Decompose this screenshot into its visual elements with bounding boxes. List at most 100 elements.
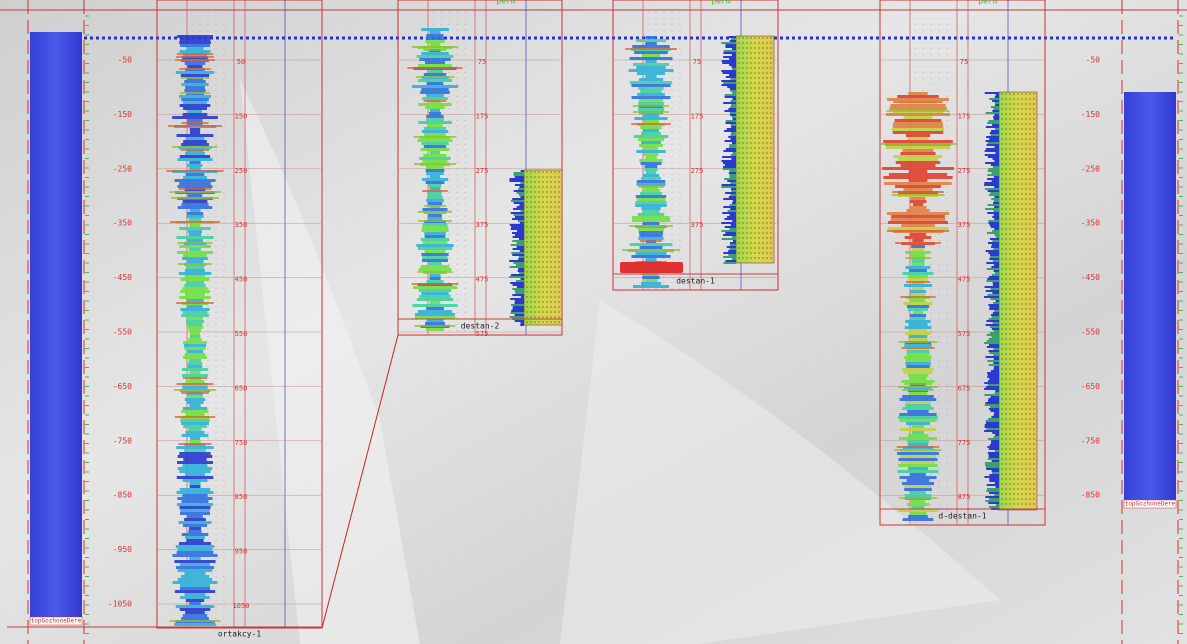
perm-bar (985, 466, 999, 468)
perm-bar (511, 304, 524, 306)
perm-bar (520, 278, 524, 280)
log-bar (426, 82, 444, 85)
perm-bar (729, 40, 736, 42)
perm-bar (988, 364, 999, 366)
log-bar (421, 229, 449, 232)
log-bar (183, 458, 207, 461)
log-bar (899, 419, 937, 422)
log-bar (187, 362, 203, 365)
perm-bar (994, 234, 999, 236)
log-bar (631, 255, 671, 258)
well-depth-label: 575 (958, 330, 971, 338)
perm-bar (728, 172, 736, 174)
log-bar (891, 215, 945, 218)
log-bar (645, 171, 657, 174)
log-bar (909, 512, 927, 515)
perm-bar (721, 230, 736, 232)
log-bar (645, 156, 657, 159)
perm-bar (729, 144, 736, 146)
perm-bar (729, 244, 736, 246)
perm-bar (514, 300, 524, 302)
log-bar (181, 314, 209, 317)
log-bar (180, 509, 210, 512)
perm-bar (990, 226, 999, 228)
log-bar (637, 93, 665, 96)
perm-bar (989, 308, 999, 310)
log-bar (905, 320, 931, 323)
perm-bar (514, 176, 524, 178)
well-depth-label: 75 (693, 58, 701, 66)
perm-bar (723, 234, 736, 236)
perm-bar (728, 254, 736, 256)
perm-bar (989, 238, 999, 240)
log-bar (182, 386, 208, 389)
log-bar (176, 461, 214, 464)
log-bar (412, 304, 458, 307)
log-bar (420, 91, 450, 94)
perm-bar (985, 208, 999, 210)
perm-bar (988, 220, 999, 222)
log-bar (182, 200, 208, 203)
perm-bar (994, 392, 999, 394)
perm-bar (986, 144, 999, 146)
perm-bar (984, 394, 999, 396)
perm-bar (510, 298, 524, 300)
log-bar (885, 113, 951, 116)
log-bar (176, 251, 214, 254)
log-bar (177, 206, 213, 209)
perm-bar (992, 166, 999, 168)
log-bar (189, 161, 201, 164)
perm-bar (994, 412, 999, 414)
perm-bar (989, 98, 999, 100)
log-bar (186, 266, 204, 269)
well-name: d-destan-1 (938, 512, 986, 521)
log-bar (628, 69, 674, 72)
log-bar (418, 121, 452, 124)
perm-bar (987, 418, 999, 420)
log-bar (187, 194, 203, 197)
log-bar (886, 212, 950, 215)
perm-bar (991, 130, 999, 132)
perm-bar (520, 322, 524, 324)
zone-fill (1124, 92, 1176, 500)
perm-bar (725, 192, 736, 194)
perm-bar (514, 290, 524, 292)
log-bar (185, 611, 205, 614)
log-bar (179, 470, 211, 473)
log-bar (185, 536, 205, 539)
log-bar (908, 335, 928, 338)
depth-label: -350 (113, 219, 132, 228)
log-bar (905, 401, 931, 404)
perm-bar (723, 206, 736, 208)
perm-bar (991, 172, 999, 174)
perm-bar (989, 492, 999, 494)
perm-bar (984, 150, 999, 152)
perm-bar (986, 268, 999, 270)
log-bar (418, 268, 452, 271)
well-depth-label: 875 (958, 493, 971, 501)
perm-bar (995, 390, 999, 392)
perm-bar (993, 214, 999, 216)
log-bar (429, 109, 441, 112)
log-bar (907, 440, 929, 443)
perm-bar (991, 198, 999, 200)
log-bar (637, 213, 665, 216)
perm-bar (724, 110, 736, 112)
perm-bar (520, 210, 524, 212)
perm-bar (992, 216, 999, 218)
log-bar (429, 274, 441, 277)
perm-bar (732, 118, 736, 120)
perm-bar (994, 114, 999, 116)
perm-bar (992, 158, 999, 160)
rock-texture (560, 300, 1000, 644)
perm-bar (994, 272, 999, 274)
log-bar (185, 281, 205, 284)
log-bar (905, 134, 931, 137)
well-depth-label: 175 (958, 112, 971, 120)
perm-bar (730, 138, 736, 140)
perm-bar (993, 366, 999, 368)
perm-bar (986, 136, 999, 138)
log-bar (180, 575, 210, 578)
log-bar (638, 102, 664, 105)
marker-box (1123, 499, 1177, 509)
